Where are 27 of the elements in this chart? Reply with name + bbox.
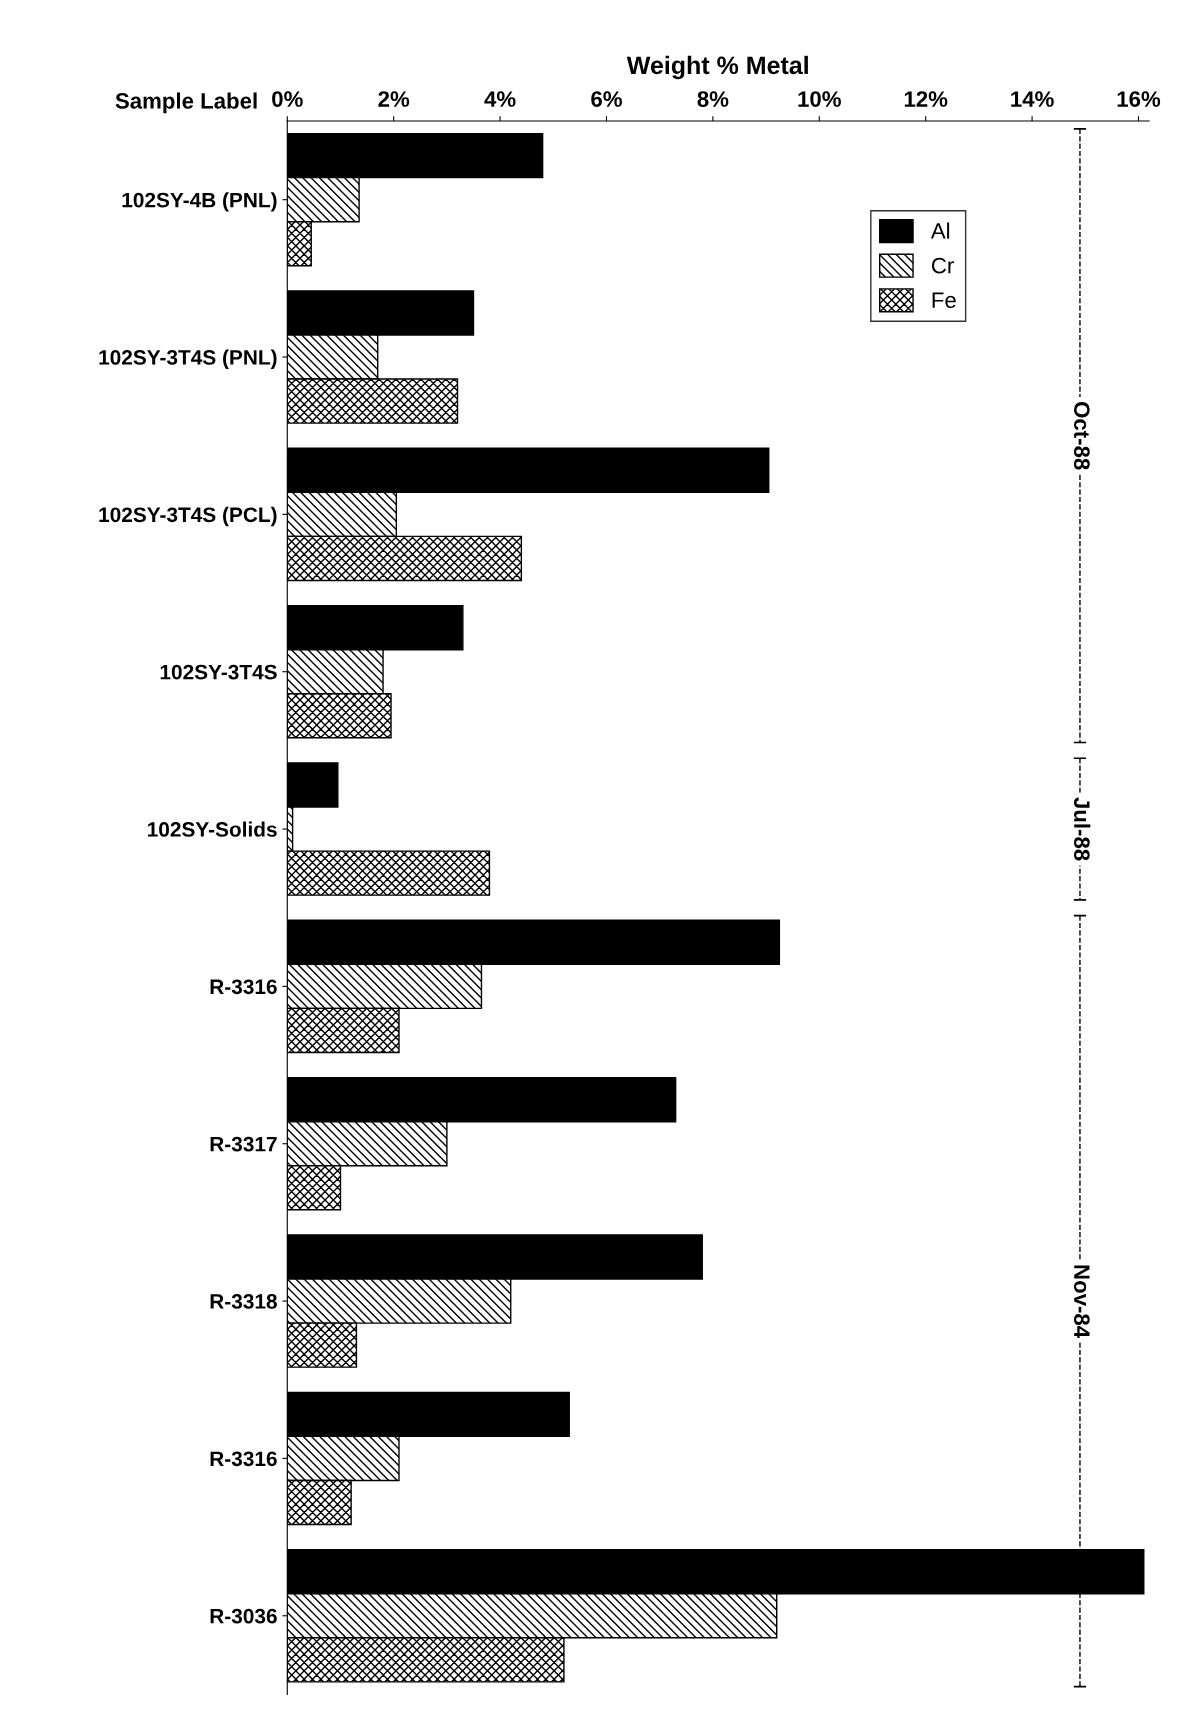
y-tick-label: R-3317	[210, 1136, 277, 1152]
y-tick-label: 102SY-3T4S	[160, 664, 277, 680]
y-tick-label: 102SY-3T4S (PNL)	[99, 349, 277, 369]
legend-label: Cr	[931, 257, 954, 274]
x-axis-title: Weight % Metal	[626, 55, 808, 80]
y-tick-label: 102SY-Solids	[148, 821, 277, 837]
x-tick-label: 2%	[378, 91, 410, 107]
y-tick-label: R-3318	[210, 1294, 277, 1309]
y-tick-label: 102SY-3T4S (PCL)	[99, 506, 277, 527]
annotation: Jul-88	[1073, 797, 1091, 861]
legend-label: Fe	[932, 292, 956, 309]
y-tick-label: 102SY-4B (PNL)	[122, 192, 277, 212]
x-tick-label: 12%	[904, 91, 948, 107]
y-tick-label: R-3316	[210, 979, 277, 995]
x-tick-label: 16%	[1117, 91, 1161, 107]
y-axis-title: Sample Label	[115, 92, 257, 114]
x-tick-label: 14%	[1011, 91, 1054, 107]
x-tick-label: 8%	[697, 91, 729, 107]
x-tick-label: 6%	[591, 91, 622, 107]
x-tick-label: 4%	[484, 91, 516, 107]
y-tick-label: R-3316	[210, 1451, 277, 1467]
x-tick-label: 0%	[272, 91, 303, 107]
annotation: Oct-88	[1073, 402, 1090, 470]
y-tick-label: R-3036	[210, 1608, 277, 1624]
annotation: Nov-84	[1073, 1265, 1090, 1339]
legend-label: Al	[930, 222, 950, 239]
x-tick-label: 10%	[798, 91, 841, 107]
